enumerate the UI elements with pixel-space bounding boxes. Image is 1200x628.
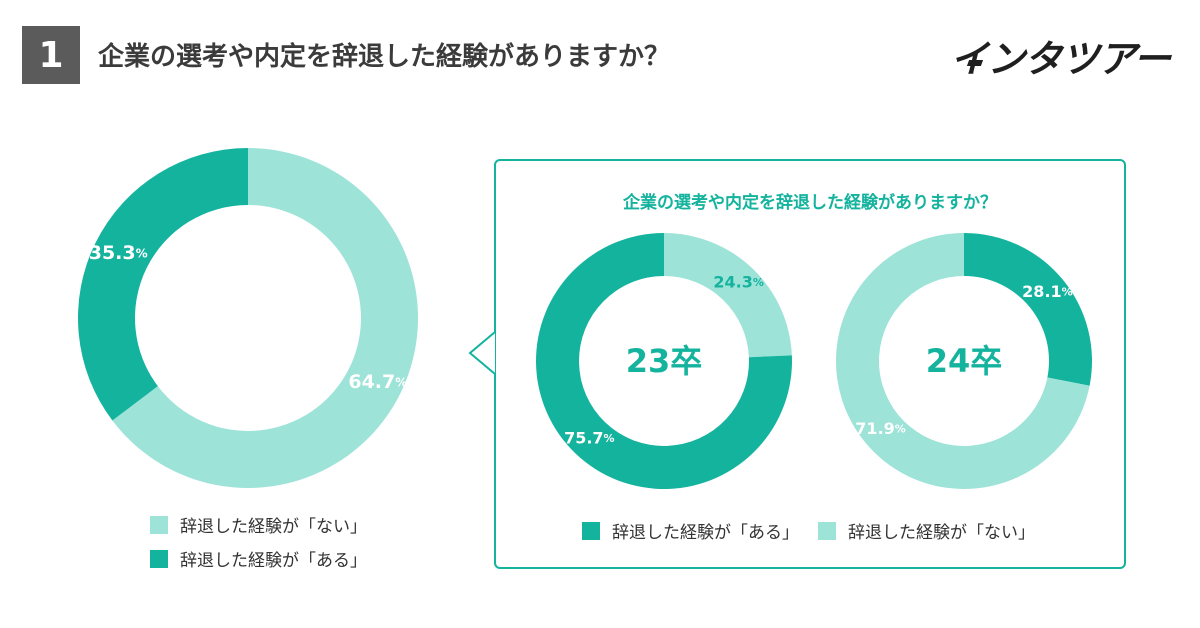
donut-0-slice-nai: [112, 148, 419, 488]
donut-2-slice-aru: [964, 233, 1092, 386]
legend-overall-swatch-aru: [150, 549, 168, 568]
section-number-badge: 1: [22, 26, 80, 84]
legend-panel-swatch-nai: [818, 521, 836, 540]
panel-title: 企業の選考や内定を辞退した経験がありますか？: [623, 193, 997, 213]
legend-panel-label-aru: 辞退した経験が「ある」: [612, 523, 799, 543]
donut-0-value-unit: %: [395, 375, 407, 389]
donut-charts: 64.7% 35.3% 24.3% 75.7% 23卒 28.1% 71.9% 24卒: [77, 148, 1092, 489]
donut-1-slice-nai: [664, 233, 792, 358]
page-title: 企業の選考や内定を辞退した経験がありますか？: [98, 42, 671, 72]
donut-2-value-label-nai: 71.9%: [855, 419, 906, 438]
donut-2-slice-nai: [836, 233, 1090, 489]
donut-0-value-label-aru: 35.3%: [89, 242, 148, 264]
legend-overall-item-aru: 辞退した経験が「ある」: [150, 546, 367, 571]
legend-panel-swatch-aru: [582, 521, 600, 540]
brand-logo: インタツアー: [950, 37, 1171, 81]
legend-panel-item-aru: 辞退した経験が「ある」: [582, 518, 799, 543]
legend-overall-item-nai: 辞退した経験が「ない」: [150, 512, 367, 537]
donut-1-value-unit: %: [604, 432, 615, 445]
legend-overall-label-nai: 辞退した経験が「ない」: [180, 517, 367, 537]
panel-callout-fill: [470, 332, 495, 374]
donut-1-value-unit: %: [753, 276, 764, 289]
donut-0-value-unit: %: [136, 246, 148, 260]
donut-1-slice-aru: [535, 233, 792, 489]
panel-callout-pointer: [468, 331, 496, 375]
donut-1-center-label: 23卒: [626, 342, 703, 380]
donut-1-value-label-aru: 75.7%: [564, 429, 615, 448]
legend-overall-swatch-nai: [150, 515, 168, 534]
donut-2-value-unit: %: [895, 423, 906, 436]
legend-panel-label-nai: 辞退した経験が「ない」: [848, 523, 1035, 543]
donut-2-value-label-aru: 28.1%: [1022, 282, 1073, 301]
legend-panel-item-nai: 辞退した経験が「ない」: [818, 518, 1035, 543]
legend-overall-label-aru: 辞退した経験が「ある」: [180, 551, 367, 571]
donut-1-value-label-nai: 24.3%: [713, 272, 764, 291]
donut-0-slice-aru: [77, 148, 248, 421]
donut-2-value-unit: %: [1062, 285, 1073, 298]
donut-0-value-label-nai: 64.7%: [348, 371, 407, 393]
donut-2-center-label: 24卒: [926, 342, 1003, 380]
